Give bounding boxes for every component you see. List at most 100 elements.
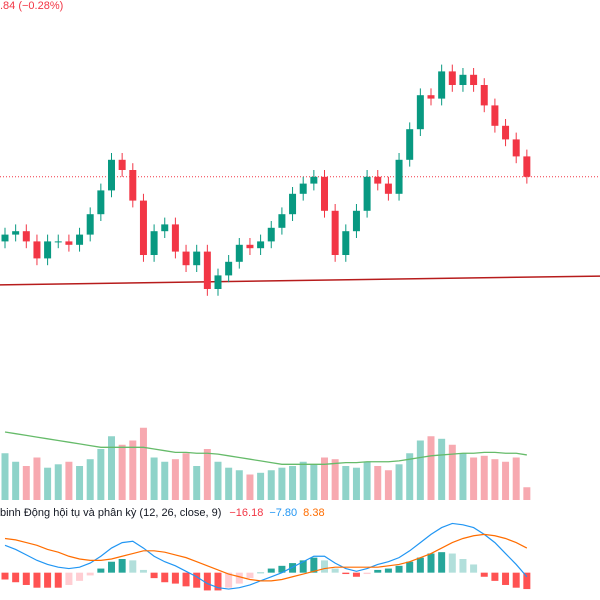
macd-histogram-bar: [214, 572, 222, 591]
volume-bar: [310, 464, 318, 500]
candle-body: [502, 125, 510, 140]
candle-body: [22, 231, 30, 242]
volume-bar: [129, 440, 137, 500]
candle-body: [150, 231, 158, 255]
candle-body: [299, 183, 307, 194]
volume-bar: [225, 467, 233, 500]
candle-body: [44, 241, 52, 259]
volume-ma-line: [4, 431, 527, 465]
macd-histogram-bar: [139, 569, 147, 573]
candle-body: [448, 71, 456, 85]
candle-body: [427, 95, 435, 99]
macd-histogram-bar: [54, 572, 62, 588]
candle-body: [374, 176, 382, 184]
macd-histogram-bar: [289, 563, 297, 573]
macd-histogram-bar: [384, 568, 392, 573]
macd-histogram-bar: [33, 572, 41, 588]
candle-body: [86, 214, 94, 235]
candle-body: [33, 241, 41, 259]
candle-body: [470, 74, 478, 85]
macd-histogram-bar: [310, 557, 318, 573]
volume-bar: [352, 467, 360, 500]
volume-bar: [108, 436, 115, 500]
macd-histogram-bar: [395, 565, 403, 573]
macd-histogram-bar: [171, 572, 179, 584]
candle-body: [352, 210, 360, 232]
volume-bar: [54, 464, 62, 500]
candle-body: [438, 71, 446, 99]
candle-body: [246, 244, 254, 249]
volume-bar: [246, 474, 254, 500]
price-header: .84 (−0.28%): [0, 0, 63, 12]
macd-histogram-bar: [150, 572, 158, 579]
macd-histogram-bar: [278, 565, 286, 573]
macd-histogram-bar: [193, 572, 201, 588]
candle-body: [235, 244, 243, 262]
macd-histogram-bar: [108, 561, 115, 573]
macd-histogram-bar: [502, 572, 510, 585]
candle-body: [129, 170, 137, 201]
macd-histogram-bar: [235, 572, 243, 584]
macd-histogram-bar: [512, 572, 520, 588]
macd-histogram-bar: [480, 572, 488, 577]
macd-legend-value: 8.38: [303, 507, 324, 519]
candle-body: [278, 214, 286, 228]
volume-bar: [384, 470, 392, 500]
volume-bar: [438, 438, 446, 500]
macd-legend-value: −7.80: [269, 507, 297, 519]
volume-bar: [267, 470, 275, 500]
volume-bar: [299, 461, 307, 500]
candle-body: [139, 200, 147, 255]
candle-body: [416, 95, 424, 130]
volume-bar: [523, 487, 531, 500]
candle-body: [480, 85, 488, 106]
macd-histogram-bar: [246, 572, 254, 579]
candle-body: [225, 261, 233, 276]
candle-body: [193, 251, 201, 266]
macd-histogram-bar: [44, 572, 52, 588]
volume-bar: [1, 453, 9, 500]
volume-bar: [289, 466, 297, 500]
macd-histogram-bar: [76, 572, 84, 581]
candle-body: [171, 224, 179, 252]
volume-bar: [406, 453, 414, 500]
candle-body: [54, 241, 62, 243]
macd-histogram-bar: [65, 572, 73, 585]
macd-histogram-bar: [523, 572, 531, 590]
candle-body: [97, 190, 105, 215]
macd-histogram-bar: [225, 572, 233, 588]
volume-bar: [139, 427, 147, 500]
macd-histogram-bar: [22, 572, 30, 585]
candle-body: [203, 251, 211, 289]
volume-bar: [22, 466, 30, 500]
macd-histogram-bar: [363, 572, 371, 575]
candle-body: [108, 159, 115, 191]
trend-line: [0, 275, 600, 286]
volume-bar: [342, 466, 350, 500]
macd-histogram-bar: [257, 572, 265, 574]
macd-title: binh Động hội tụ và phân kỳ (12, 26, clo…: [0, 507, 221, 519]
macd-histogram-bar: [12, 572, 20, 583]
candle-body: [257, 241, 265, 249]
candle-body: [310, 176, 318, 184]
volume-bar: [203, 449, 211, 500]
macd-histogram-bar: [470, 564, 478, 573]
candle-body: [523, 156, 531, 177]
macd-histogram-bar: [459, 559, 467, 573]
volume-bar: [278, 467, 286, 500]
candle-body: [459, 74, 467, 85]
macd-histogram-bar: [448, 553, 456, 573]
volume-bar: [448, 444, 456, 500]
candle-body: [331, 210, 339, 255]
candle-body: [118, 159, 126, 170]
candle-body: [384, 183, 392, 194]
volume-bar: [12, 461, 20, 500]
macd-histogram-bar: [97, 568, 105, 573]
candle-body: [161, 224, 169, 232]
macd-histogram-bar: [129, 560, 137, 573]
macd-line: [4, 533, 528, 582]
volume-bar: [44, 467, 52, 500]
candle-body: [267, 227, 275, 242]
volume-bar: [150, 457, 158, 500]
